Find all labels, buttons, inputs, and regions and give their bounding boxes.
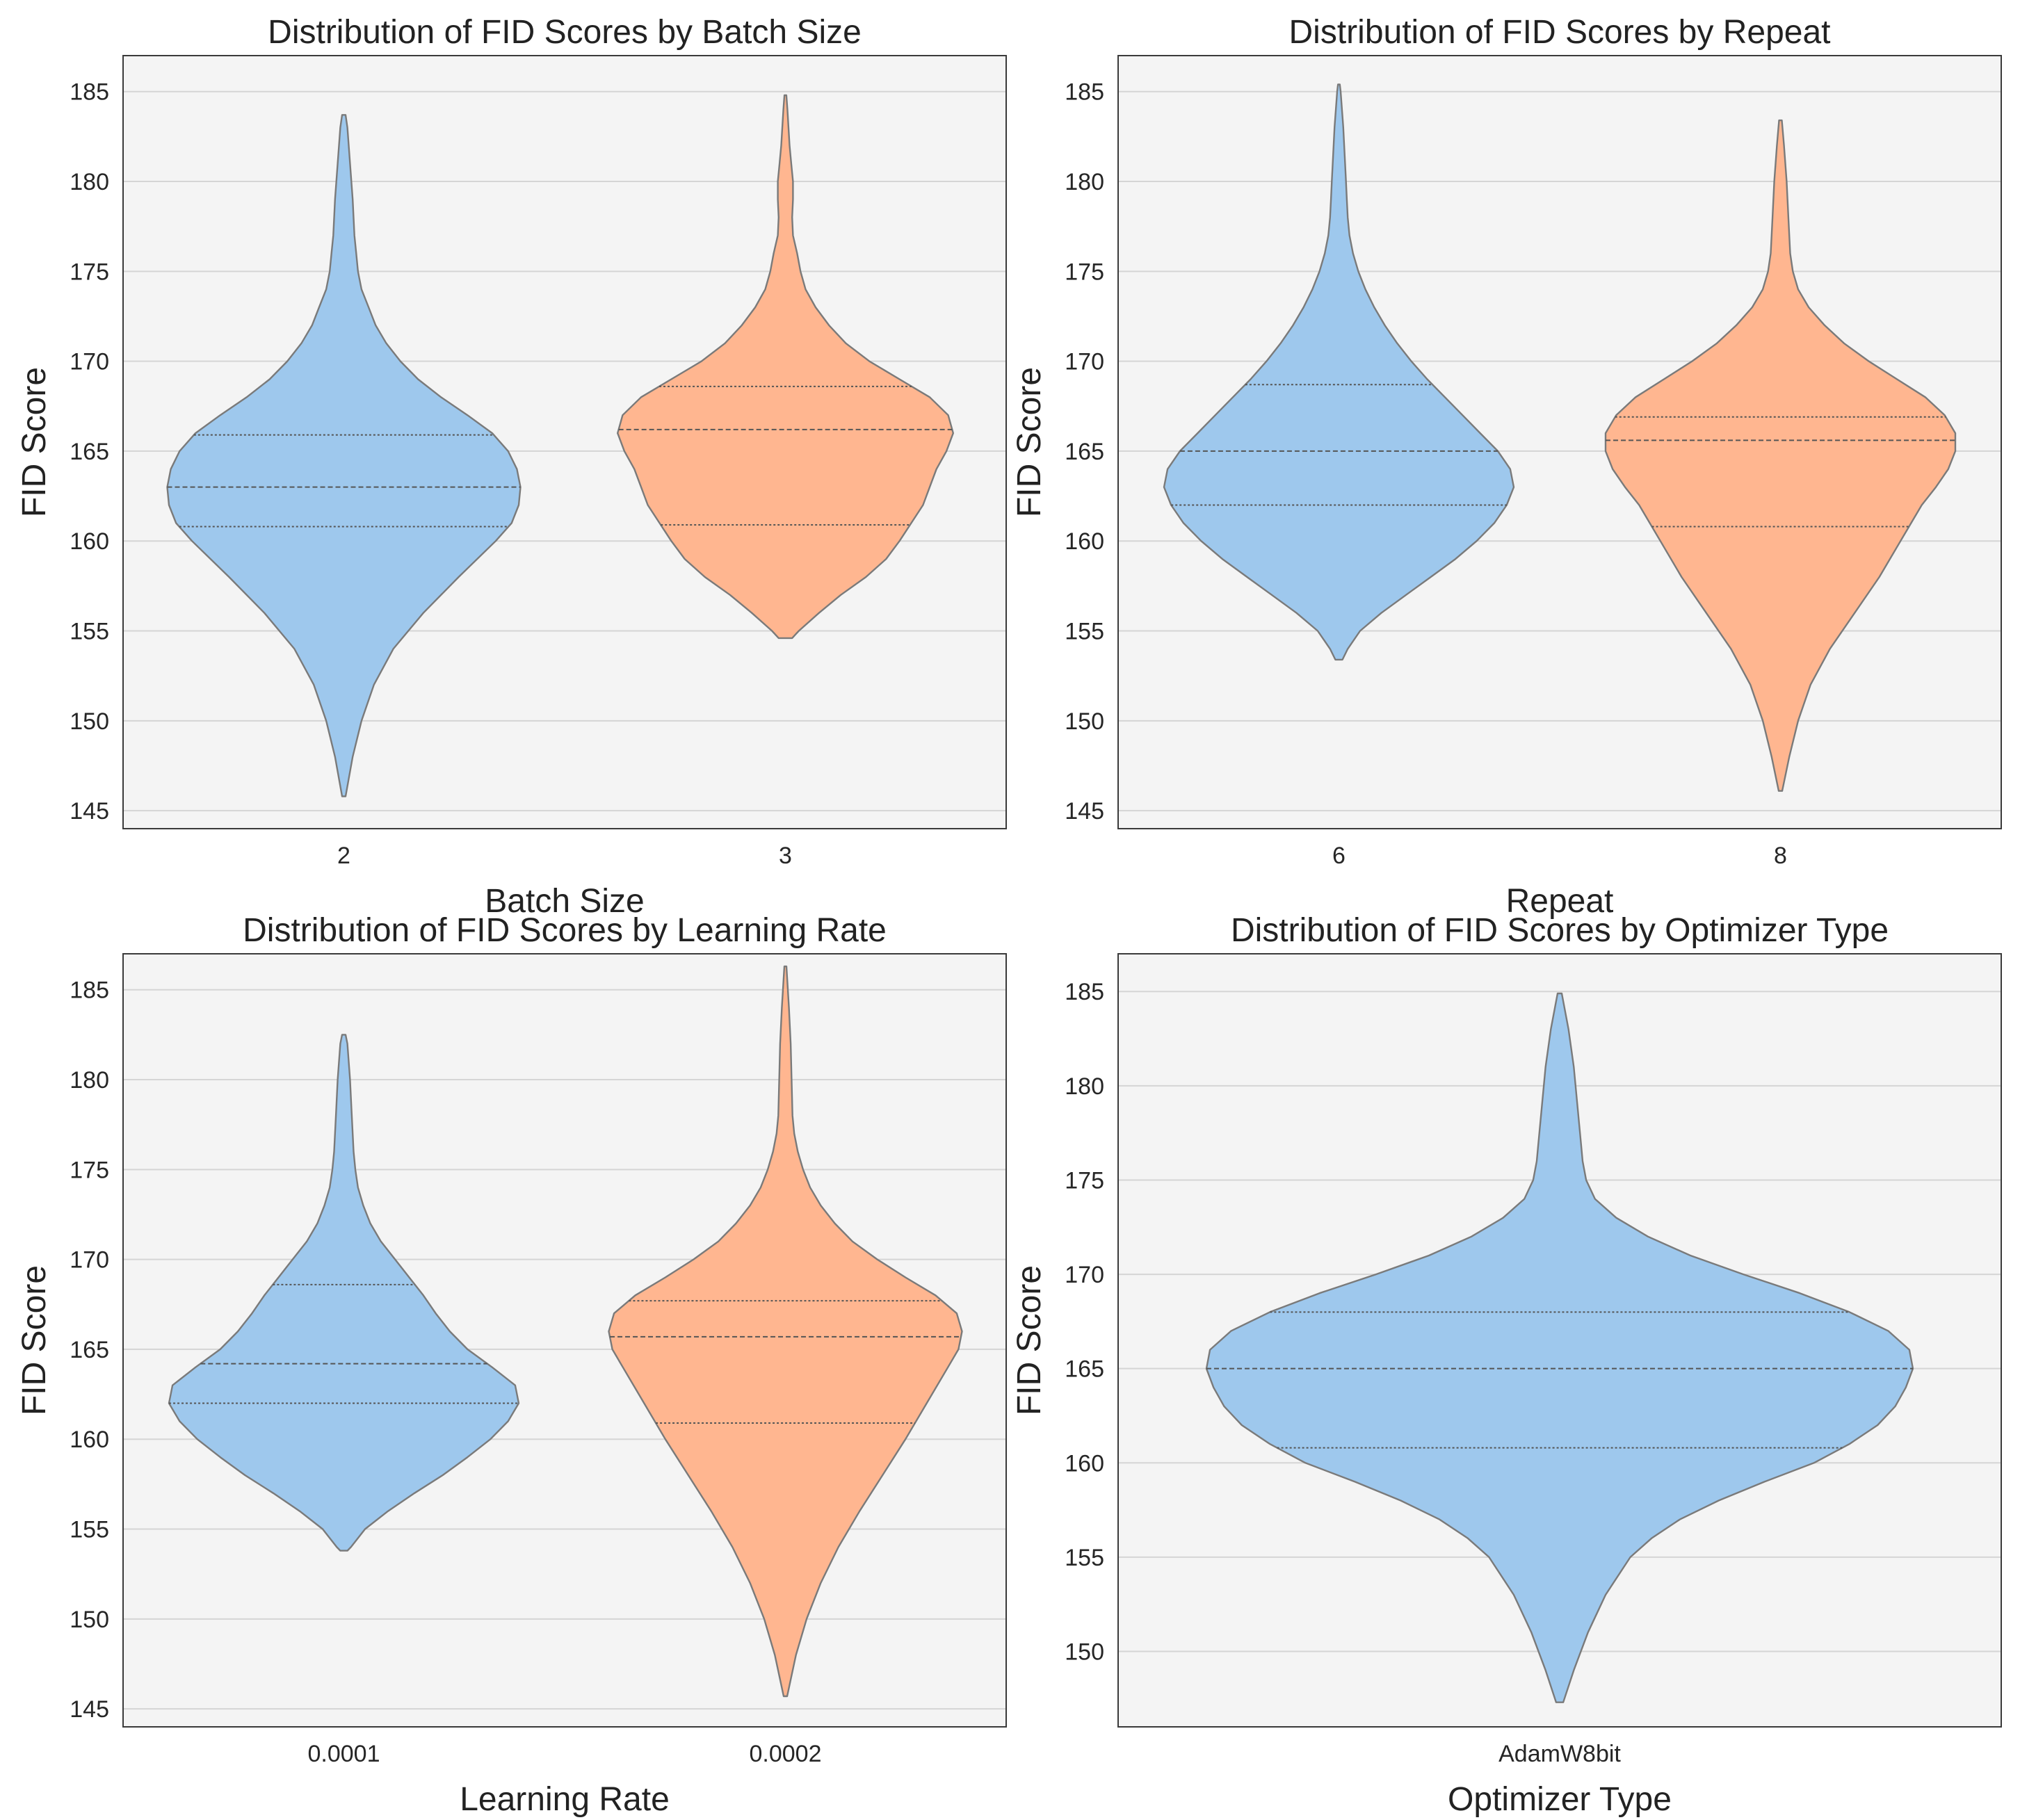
y-tick-label: 170 bbox=[70, 349, 109, 375]
y-axis-label: FID Score bbox=[16, 367, 53, 517]
y-tick-label: 175 bbox=[70, 1157, 109, 1183]
y-tick-label: 170 bbox=[1065, 1262, 1104, 1288]
y-tick-label: 185 bbox=[1065, 79, 1104, 106]
chart-panel-3: 145 150 155 160 165 170 175 180 185 0.0001 0.0002 D… bbox=[16, 912, 1007, 1818]
chart-panel-2: 145 150 155 160 165 170 175 180 185 6 8 Distributio… bbox=[1011, 14, 2002, 920]
y-tick-label: 160 bbox=[70, 1427, 109, 1453]
y-tick-label: 180 bbox=[1065, 1073, 1104, 1100]
y-tick-label: 175 bbox=[1065, 1167, 1104, 1194]
y-tick-label: 150 bbox=[70, 1607, 109, 1633]
chart-panel-4: 150 155 160 165 170 175 180 185 AdamW8bit Distrib… bbox=[1011, 912, 2002, 1818]
plot-frame bbox=[122, 953, 1007, 1728]
y-tick-label: 175 bbox=[70, 259, 109, 285]
x-axis-label: Repeat bbox=[1506, 883, 1614, 920]
violin-0-0001 bbox=[168, 1034, 520, 1552]
y-axis-label: FID Score bbox=[16, 1265, 53, 1415]
violin-8 bbox=[1604, 119, 1957, 792]
chart-title: Distribution of FID Scores by Repeat bbox=[1289, 14, 1831, 51]
y-tick-label: 160 bbox=[1065, 528, 1104, 555]
y-tick-label: 150 bbox=[70, 708, 109, 735]
x-axis-label: Learning Rate bbox=[460, 1781, 670, 1818]
y-tick-label: 145 bbox=[70, 798, 109, 824]
chart-title: Distribution of FID Scores by Optimizer … bbox=[1231, 912, 1889, 949]
y-tick-label: 180 bbox=[70, 1067, 109, 1094]
chart-title: Distribution of FID Scores by Batch Size bbox=[268, 14, 862, 51]
plot-frame bbox=[1117, 953, 2002, 1728]
x-tick-label: 8 bbox=[1774, 843, 1787, 869]
x-axis-label: Optimizer Type bbox=[1448, 1781, 1672, 1818]
y-tick-label: 160 bbox=[70, 528, 109, 555]
y-tick-label: 155 bbox=[1065, 1545, 1104, 1571]
y-axis-label: FID Score bbox=[1011, 367, 1048, 517]
x-tick-label: 2 bbox=[337, 843, 350, 869]
y-tick-label: 180 bbox=[1065, 169, 1104, 195]
y-tick-label: 185 bbox=[70, 79, 109, 106]
y-tick-label: 145 bbox=[70, 1696, 109, 1723]
violin-6 bbox=[1163, 83, 1515, 661]
chart-panel-1: 145 150 155 160 165 170 175 180 185 2 3 Distributio… bbox=[16, 14, 1007, 920]
y-tick-label: 185 bbox=[70, 977, 109, 1004]
y-tick-label: 165 bbox=[70, 439, 109, 465]
y-tick-label: 170 bbox=[70, 1247, 109, 1274]
x-tick-label: 0.0001 bbox=[308, 1741, 380, 1767]
y-tick-label: 150 bbox=[1065, 708, 1104, 735]
violin-adamw8bit bbox=[1205, 992, 1914, 1703]
violin-2 bbox=[166, 114, 522, 797]
y-tick-label: 165 bbox=[70, 1337, 109, 1363]
y-tick-label: 160 bbox=[1065, 1450, 1104, 1477]
y-tick-label: 165 bbox=[1065, 1356, 1104, 1383]
y-tick-label: 155 bbox=[1065, 619, 1104, 645]
plot-frame bbox=[122, 55, 1007, 829]
y-tick-label: 170 bbox=[1065, 349, 1104, 375]
y-tick-label: 145 bbox=[1065, 798, 1104, 824]
x-tick-label: AdamW8bit bbox=[1498, 1741, 1621, 1767]
y-tick-label: 150 bbox=[1065, 1639, 1104, 1666]
y-tick-label: 165 bbox=[1065, 439, 1104, 465]
violin-3 bbox=[617, 94, 954, 640]
y-tick-label: 180 bbox=[70, 169, 109, 195]
x-tick-label: 3 bbox=[779, 843, 792, 869]
x-axis-label: Batch Size bbox=[485, 883, 644, 920]
y-tick-label: 185 bbox=[1065, 979, 1104, 1005]
x-tick-label: 0.0002 bbox=[750, 1741, 822, 1767]
y-tick-label: 155 bbox=[70, 1517, 109, 1543]
y-tick-label: 155 bbox=[70, 619, 109, 645]
x-tick-label: 6 bbox=[1332, 843, 1346, 869]
violin-0-0002 bbox=[608, 965, 963, 1698]
y-tick-label: 175 bbox=[1065, 259, 1104, 285]
chart-title: Distribution of FID Scores by Learning R… bbox=[243, 912, 887, 949]
plot-frame bbox=[1117, 55, 2002, 829]
y-axis-label: FID Score bbox=[1011, 1265, 1048, 1415]
